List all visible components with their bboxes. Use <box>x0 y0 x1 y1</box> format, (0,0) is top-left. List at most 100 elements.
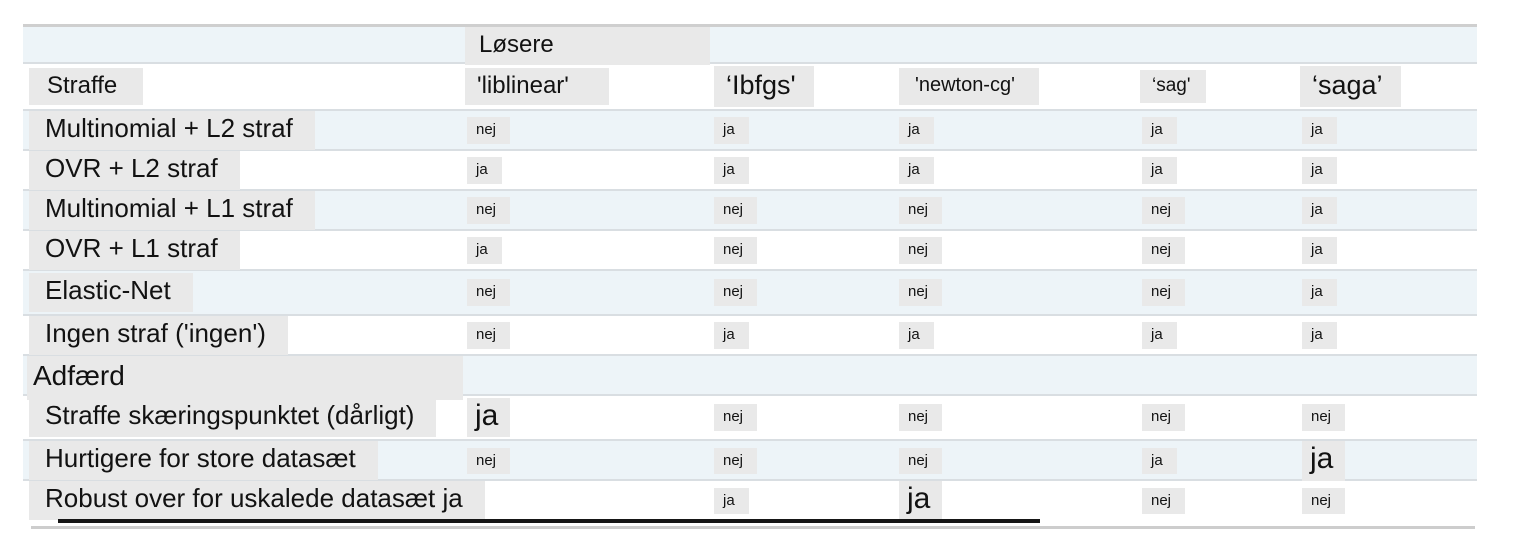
cell-value: nej <box>714 197 758 224</box>
value-cell: nej <box>895 447 1138 474</box>
value-cell <box>463 492 710 510</box>
header-cell: Straffe <box>23 67 463 106</box>
cell-value: nej <box>714 279 758 306</box>
row-label: Hurtigere for store datasæt <box>29 441 378 481</box>
table-row: Ingen straf ('ingen') nej ja ja ja ja <box>23 314 1477 355</box>
cell-value: ja <box>1302 441 1346 481</box>
cell-value: ja <box>1142 117 1177 144</box>
header-cell: ‘saga’ <box>1298 65 1477 108</box>
bottom-border-black-segment <box>58 519 1040 523</box>
cell-value: ja <box>467 237 502 264</box>
value-cell: nej <box>895 279 1138 306</box>
row-label: Elastic-Net <box>29 273 193 312</box>
value-cell: ja <box>1298 237 1477 264</box>
value-cell: nej <box>1138 487 1298 514</box>
cell-value: nej <box>1142 404 1186 431</box>
cell-value: ja <box>899 117 934 144</box>
value-cell: ja <box>1298 157 1477 184</box>
cell-value: nej <box>467 322 511 349</box>
cell-value: ja <box>1142 157 1177 184</box>
value-cell: nej <box>895 197 1138 224</box>
value-cell: ja <box>895 481 1138 521</box>
value-cell: nej <box>1138 404 1298 431</box>
solver-header-lbfgs: ‘Ibfgs' <box>714 65 814 108</box>
row-label: Ingen straf ('ingen') <box>29 316 288 355</box>
cell-value: ja <box>1302 279 1337 306</box>
value-cell: nej <box>710 197 895 224</box>
cell-value: ja <box>714 117 749 144</box>
behaviors-section-label: Adfærd <box>27 356 463 401</box>
value-cell: ja <box>1298 279 1477 306</box>
value-cell: ja <box>1138 157 1298 184</box>
table-row: Hurtigere for store datasæt nej nej nej ja ja <box>23 439 1477 481</box>
cell-value: ja <box>1302 237 1337 264</box>
header-cell: 'liblinear' <box>463 67 710 106</box>
value-cell: ja <box>1298 441 1477 481</box>
table-row: Elastic-Net nej nej nej nej ja <box>23 269 1477 314</box>
table-row: Multinomial + L1 straf nej nej nej nej ja <box>23 189 1477 230</box>
row-label-cell: Elastic-Net <box>23 273 463 312</box>
row-label-cell: OVR + L1 straf <box>23 231 463 270</box>
table-row: Straffe skæringspunktet (dårligt) ja nej ne… <box>23 394 1477 439</box>
table-row: Robust over for uskalede datasæt ja ja ja n… <box>23 479 1477 521</box>
row-label-cell: Multinomial + L1 straf <box>23 191 463 230</box>
value-cell: nej <box>463 117 710 144</box>
cell-value: ja <box>1142 447 1177 474</box>
value-cell: nej <box>1138 279 1298 306</box>
value-cell: nej <box>463 197 710 224</box>
row-label-cell: Ingen straf ('ingen') <box>23 316 463 355</box>
solver-header-sag: ‘sag' <box>1140 69 1207 104</box>
penalties-header-label: Straffe <box>29 67 144 106</box>
value-cell: ja <box>1298 117 1477 144</box>
cell-value: ja <box>467 157 502 184</box>
row-label: OVR + L1 straf <box>29 231 240 270</box>
header-cell: 'newton-cg' <box>895 68 1138 105</box>
behaviors-section-row: Adfærd <box>23 354 1477 401</box>
value-cell: nej <box>895 237 1138 264</box>
cell-value: nej <box>1302 404 1346 431</box>
cell-value: nej <box>1142 487 1186 514</box>
cell-value: nej <box>714 447 758 474</box>
cell-value: nej <box>1142 237 1186 264</box>
solvers-group-row: Løsere <box>23 24 1477 65</box>
solver-header-newton-cg: 'newton-cg' <box>899 68 1039 105</box>
row-label-cell: Robust over for uskalede datasæt ja <box>23 481 485 521</box>
cell-value: ja <box>714 487 749 514</box>
value-cell: nej <box>1298 404 1477 431</box>
value-cell: ja <box>1138 322 1298 349</box>
cell-value: nej <box>899 279 943 306</box>
cell-value: ja <box>899 157 934 184</box>
table-row: OVR + L2 straf ja ja ja ja ja <box>23 149 1477 190</box>
cell-value: ja <box>1302 157 1337 184</box>
cell-value: ja <box>467 397 511 438</box>
cell-value: nej <box>899 237 943 264</box>
value-cell: ja <box>895 117 1138 144</box>
value-cell: nej <box>463 279 710 306</box>
cell-value: ja <box>714 157 749 184</box>
value-cell: ja <box>1138 117 1298 144</box>
value-cell: nej <box>895 404 1138 431</box>
solver-header-liblinear: 'liblinear' <box>465 67 609 106</box>
value-cell: ja <box>895 157 1138 184</box>
value-cell: nej <box>710 447 895 474</box>
cell-value: ja <box>714 322 749 349</box>
value-cell: ja <box>710 322 895 349</box>
cell-value: ja <box>899 322 934 349</box>
cell-value: nej <box>714 237 758 264</box>
row-label: Multinomial + L2 straf <box>29 111 315 150</box>
penalty-rows-group: Multinomial + L2 straf nej ja ja ja ja OVR + L… <box>23 109 1477 355</box>
cell-value: ja <box>1302 117 1337 144</box>
bottom-border-gray-segment <box>31 526 1475 529</box>
cell-value: nej <box>1302 487 1346 514</box>
value-cell: nej <box>710 404 895 431</box>
value-cell: ja <box>895 322 1138 349</box>
value-cell: ja <box>463 157 710 184</box>
cell-value: nej <box>467 117 511 144</box>
value-cell: nej <box>710 237 895 264</box>
row-label: Straffe skæringspunktet (dårligt) <box>29 398 437 437</box>
cell-value: nej <box>467 197 511 224</box>
value-cell: ja <box>710 487 895 514</box>
row-label: Robust over for uskalede datasæt ja <box>29 481 485 521</box>
cell-value: nej <box>714 404 758 431</box>
cell-value: nej <box>1142 279 1186 306</box>
